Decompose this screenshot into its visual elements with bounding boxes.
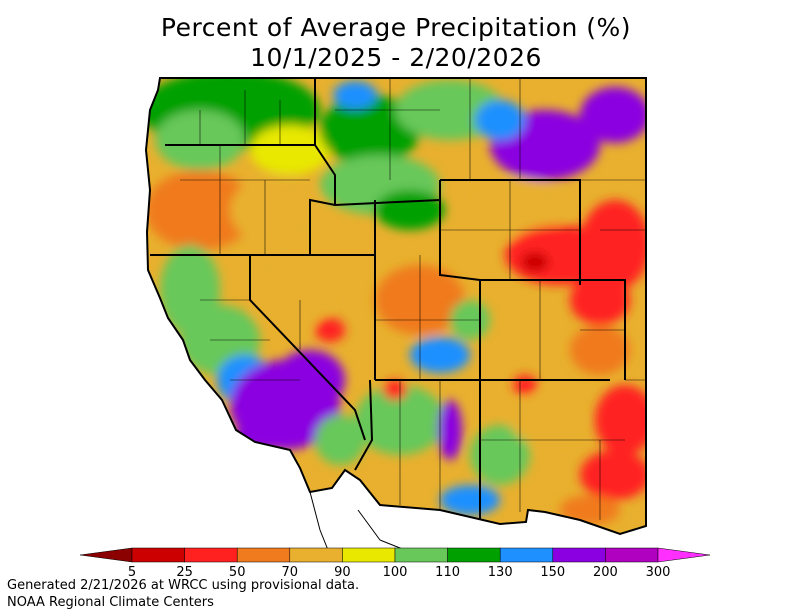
legend-swatch [499, 547, 554, 563]
legend-swatch [394, 547, 448, 563]
legend-tick-label: 300 [646, 565, 671, 580]
legend-tick-label: 150 [540, 565, 565, 580]
legend-swatch [236, 547, 291, 563]
legend-tick-label: 50 [229, 565, 246, 580]
legend-tick-label: 130 [488, 565, 513, 580]
legend-arrow-high [657, 547, 711, 563]
legend-swatch [131, 547, 185, 563]
map-date-range: 10/1/2025 - 2/20/2026 [250, 43, 542, 72]
legend-tick-label: 5 [128, 565, 136, 580]
footer-generated-note: Generated 2/21/2026 at WRCC using provis… [7, 578, 360, 593]
legend-swatch [552, 547, 606, 563]
legend-tick-label: 25 [176, 565, 193, 580]
legend-tick-label: 110 [435, 565, 460, 580]
legend-swatch [605, 547, 659, 563]
legend-tick-label: 70 [282, 565, 299, 580]
legend-tick-label: 100 [383, 565, 408, 580]
legend-swatch [342, 547, 396, 563]
footer-source: NOAA Regional Climate Centers [7, 595, 214, 610]
legend-swatch [447, 547, 501, 563]
legend: 5 25 50 70 90 100 110 130 150 200 300 [79, 547, 711, 580]
legend-tick-label: 200 [593, 565, 618, 580]
legend-arrow-low [79, 547, 133, 563]
legend-tick-label: 90 [334, 565, 351, 580]
map-title: Percent of Average Precipitation (%) [160, 13, 632, 42]
legend-swatch [289, 547, 343, 563]
legend-swatch [184, 547, 238, 563]
